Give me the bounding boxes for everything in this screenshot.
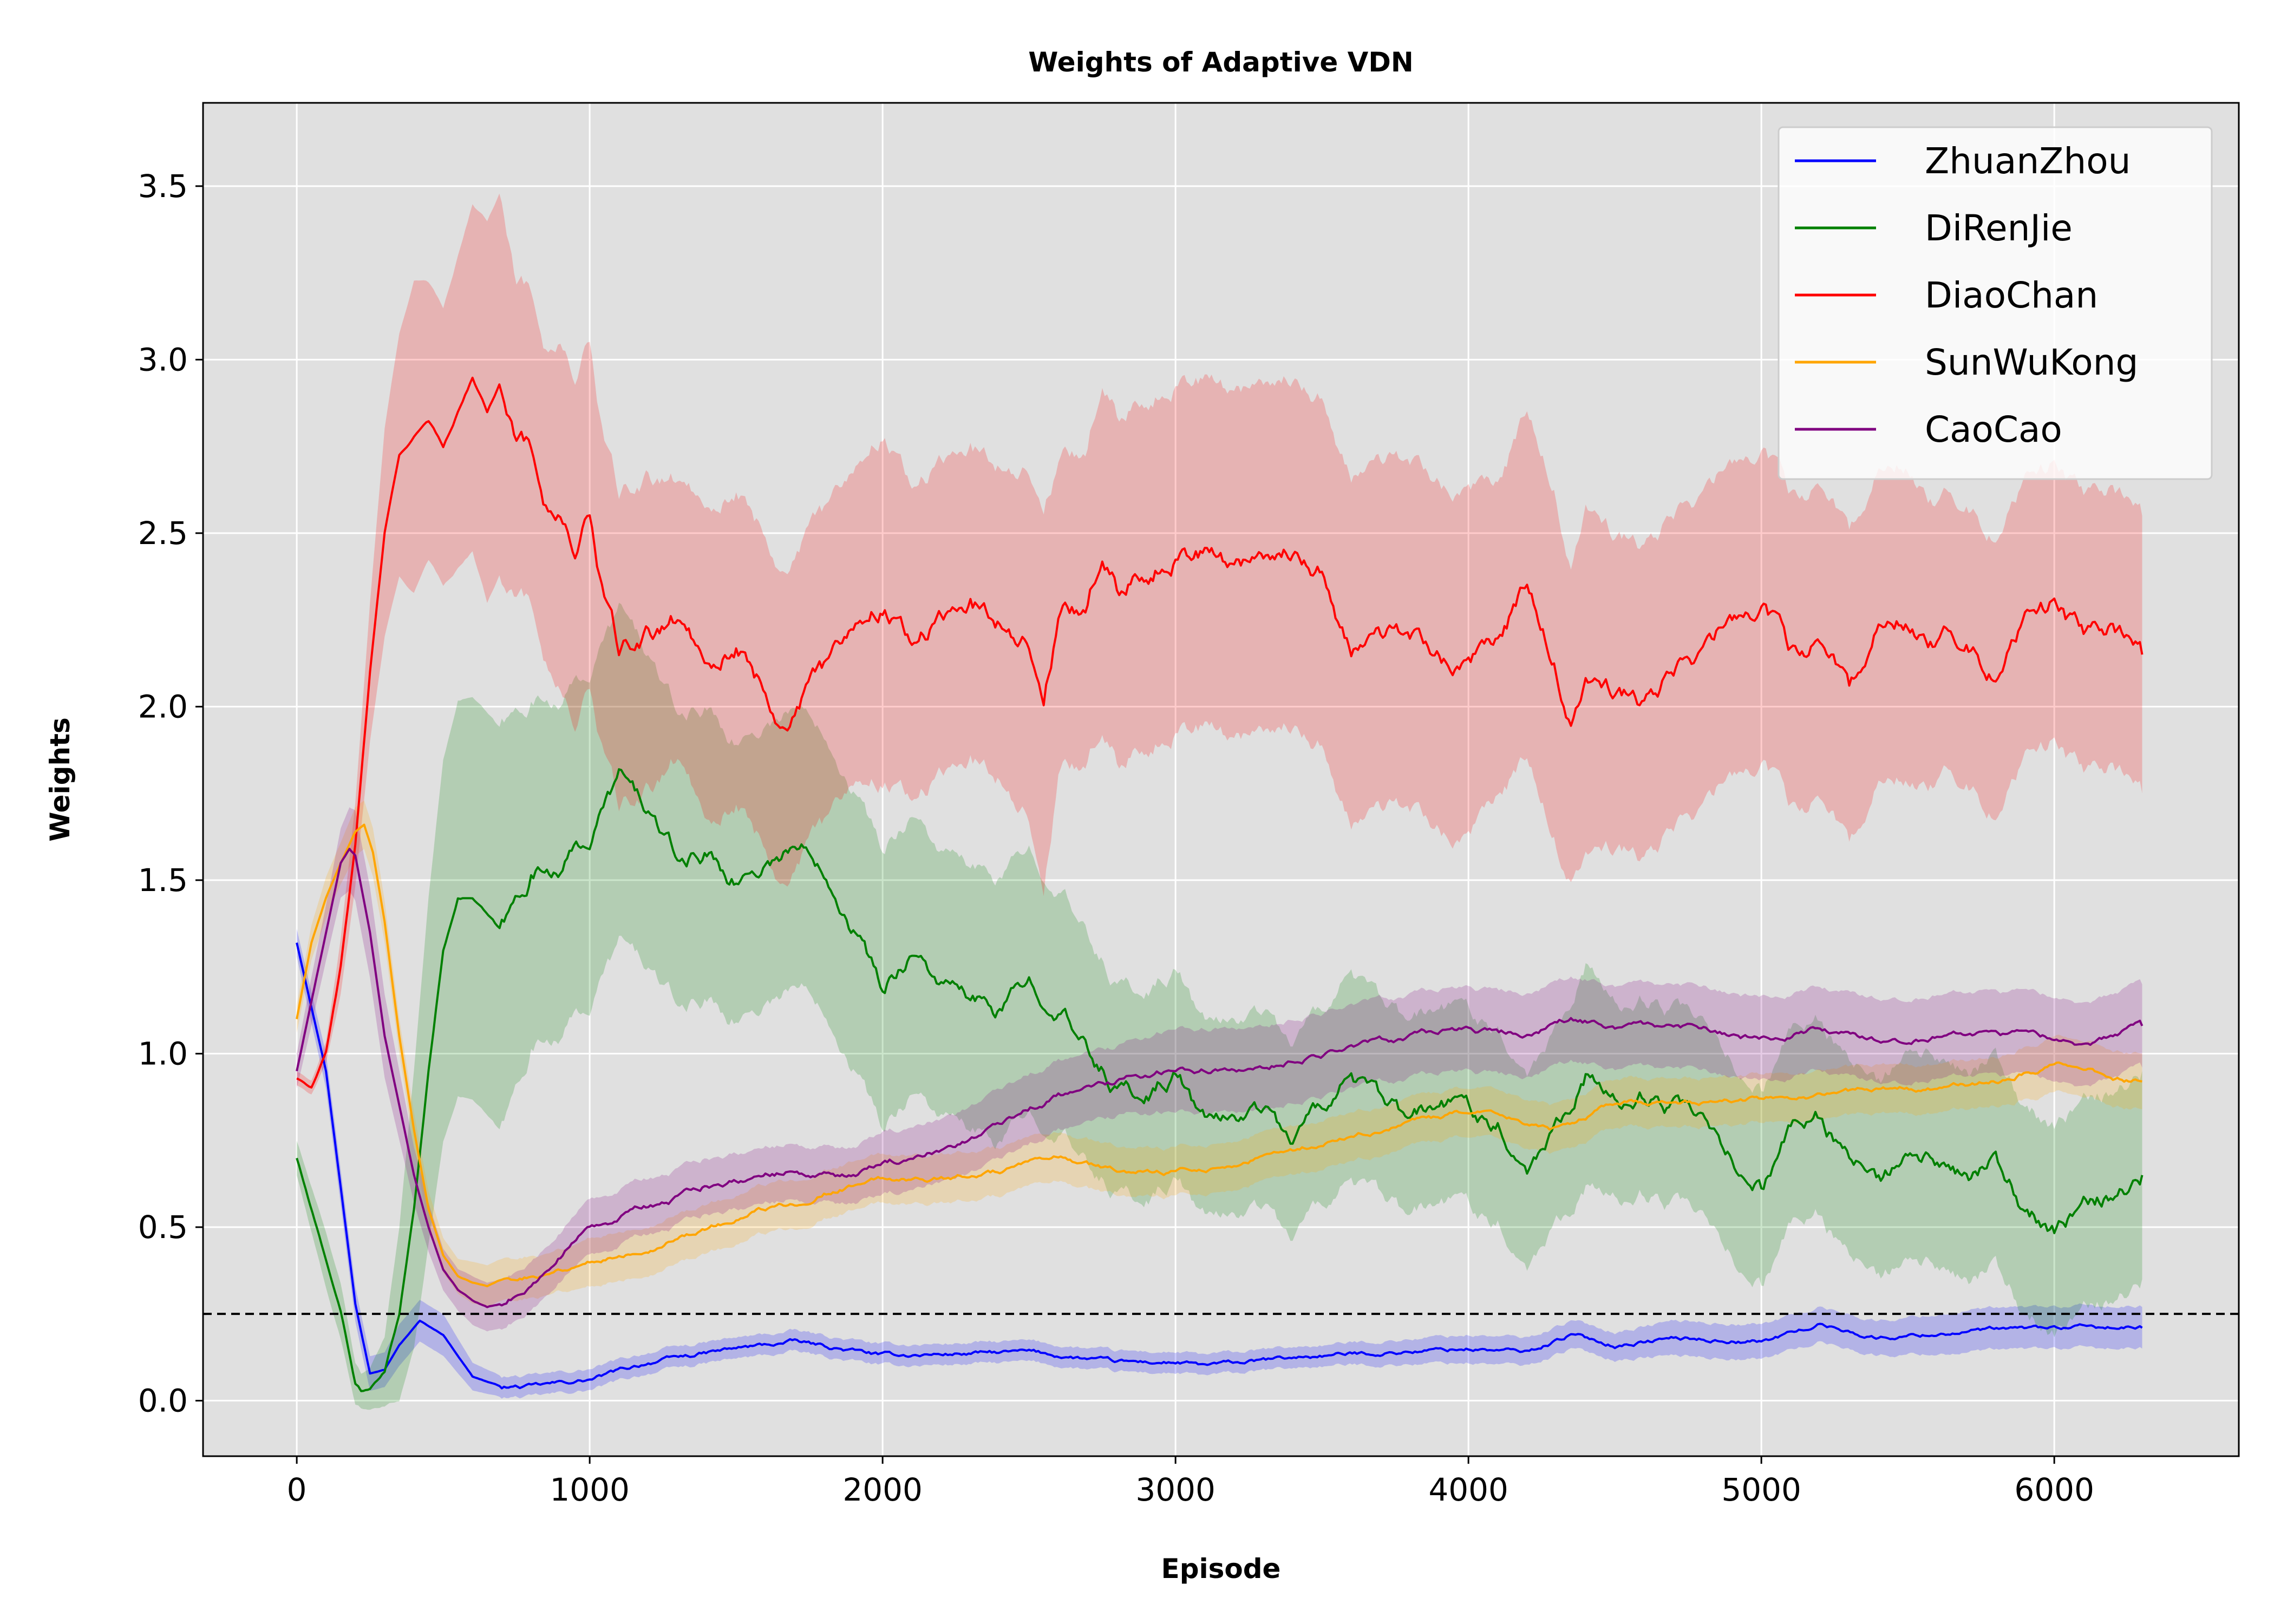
legend-label: DiaoChan (1925, 274, 2098, 316)
line-zhuanzhou (296, 942, 2143, 1390)
x-tick-label: 0 (287, 1471, 307, 1508)
band-zhuanzhou (297, 928, 2142, 1399)
legend-box (1778, 126, 2213, 480)
y-tick-label: 2.5 (138, 515, 188, 552)
legend-label: CaoCao (1925, 409, 2062, 450)
legend-label: DiRenJie (1925, 207, 2073, 249)
x-tick-label: 2000 (842, 1471, 923, 1508)
line-direnjie (296, 768, 2144, 1392)
x-axis-ticks: 0 1000 2000 3000 4000 5000 6000 (287, 1456, 2094, 1508)
line-diaochan (296, 376, 2144, 1089)
band-diaochan (297, 193, 2142, 1095)
y-tick-label: 2.0 (138, 688, 188, 725)
y-tick-label: 1.0 (138, 1035, 188, 1072)
legend: ZhuanZhou DiRenJie DiaoChan SunWuKong CaoCao (1778, 126, 2213, 480)
x-axis-title: Episode (1161, 1553, 1281, 1584)
series-lines (296, 376, 2144, 1392)
x-tick-label: 5000 (1721, 1471, 1801, 1508)
legend-label: ZhuanZhou (1925, 140, 2131, 182)
line-sunwukong (296, 823, 2142, 1287)
x-tick-label: 1000 (550, 1471, 630, 1508)
band-direnjie (297, 603, 2142, 1410)
y-tick-label: 3.5 (138, 168, 188, 205)
x-tick-label: 6000 (2014, 1471, 2094, 1508)
line-caocao (296, 848, 2144, 1308)
legend-label: SunWuKong (1925, 342, 2138, 383)
plot-frame (202, 102, 2240, 1457)
y-axis-title: Weights (44, 717, 76, 841)
chart-title: Weights of Adaptive VDN (1028, 47, 1413, 78)
y-tick-label: 3.0 (138, 341, 188, 378)
x-tick-label: 4000 (1428, 1471, 1508, 1508)
x-tick-label: 3000 (1135, 1471, 1216, 1508)
y-tick-label: 0.0 (138, 1382, 188, 1419)
y-axis-ticks: 0.0 0.5 1.0 1.5 2.0 2.5 3.0 3.5 (138, 168, 203, 1419)
y-tick-label: 0.5 (138, 1209, 188, 1246)
y-tick-label: 1.5 (138, 862, 188, 899)
